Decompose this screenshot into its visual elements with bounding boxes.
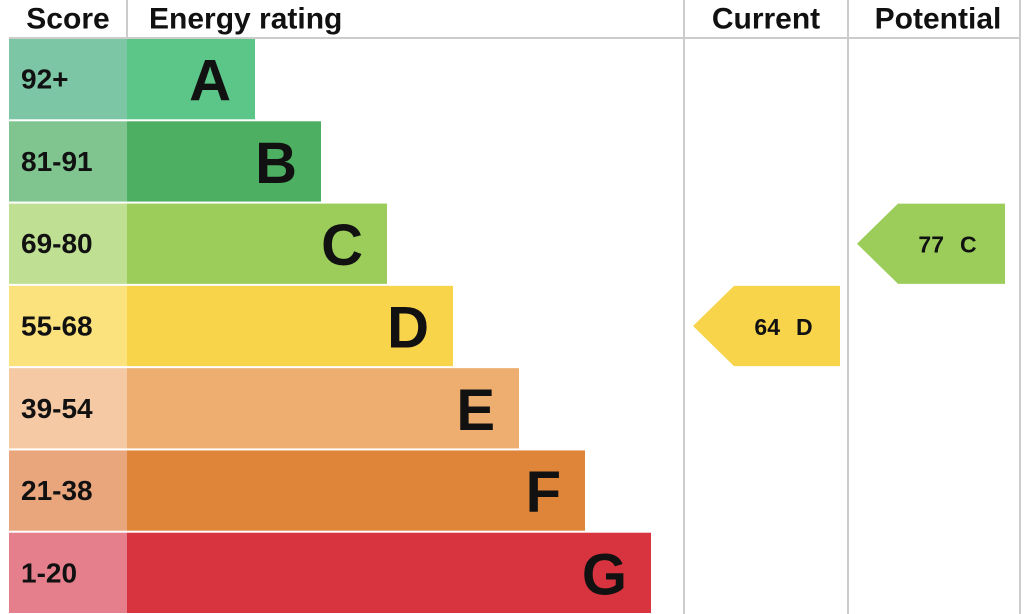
score-cell (9, 39, 127, 120)
score-label: 81-91 (21, 146, 93, 177)
rating-bar (127, 121, 321, 202)
current-value: 64 (754, 314, 780, 340)
score-cell (9, 285, 127, 367)
rating-bar (127, 203, 387, 284)
rating-letter: G (582, 542, 627, 607)
header-current: Current (712, 3, 820, 36)
rating-letter: F (526, 460, 561, 525)
score-cell (9, 203, 127, 284)
rating-bar (127, 39, 255, 120)
potential-value: 77 (918, 232, 944, 258)
rating-letter: E (456, 378, 495, 443)
score-label: 69-80 (21, 228, 93, 259)
rating-bar (127, 532, 651, 613)
header-score: Score (26, 3, 109, 36)
rating-bar (127, 368, 519, 449)
rating-letter: B (255, 131, 297, 196)
score-label: 92+ (21, 64, 69, 95)
rating-bar (127, 450, 585, 531)
header-rating: Energy rating (149, 3, 342, 36)
rating-bar (127, 285, 453, 367)
current-rating: D (796, 314, 813, 340)
header-potential: Potential (875, 3, 1002, 36)
score-cell (9, 368, 127, 449)
rating-letter: A (189, 49, 231, 114)
score-label: 55-68 (21, 311, 93, 342)
score-cell (9, 121, 127, 202)
score-label: 39-54 (21, 393, 93, 424)
score-label: 21-38 (21, 475, 93, 506)
current-arrow (693, 285, 840, 367)
rating-letter: C (321, 213, 363, 278)
score-label: 1-20 (21, 557, 77, 588)
potential-arrow (857, 203, 1005, 284)
potential-rating: C (960, 232, 977, 258)
score-cell (9, 450, 127, 531)
score-cell (9, 532, 127, 613)
rating-letter: D (387, 296, 429, 361)
